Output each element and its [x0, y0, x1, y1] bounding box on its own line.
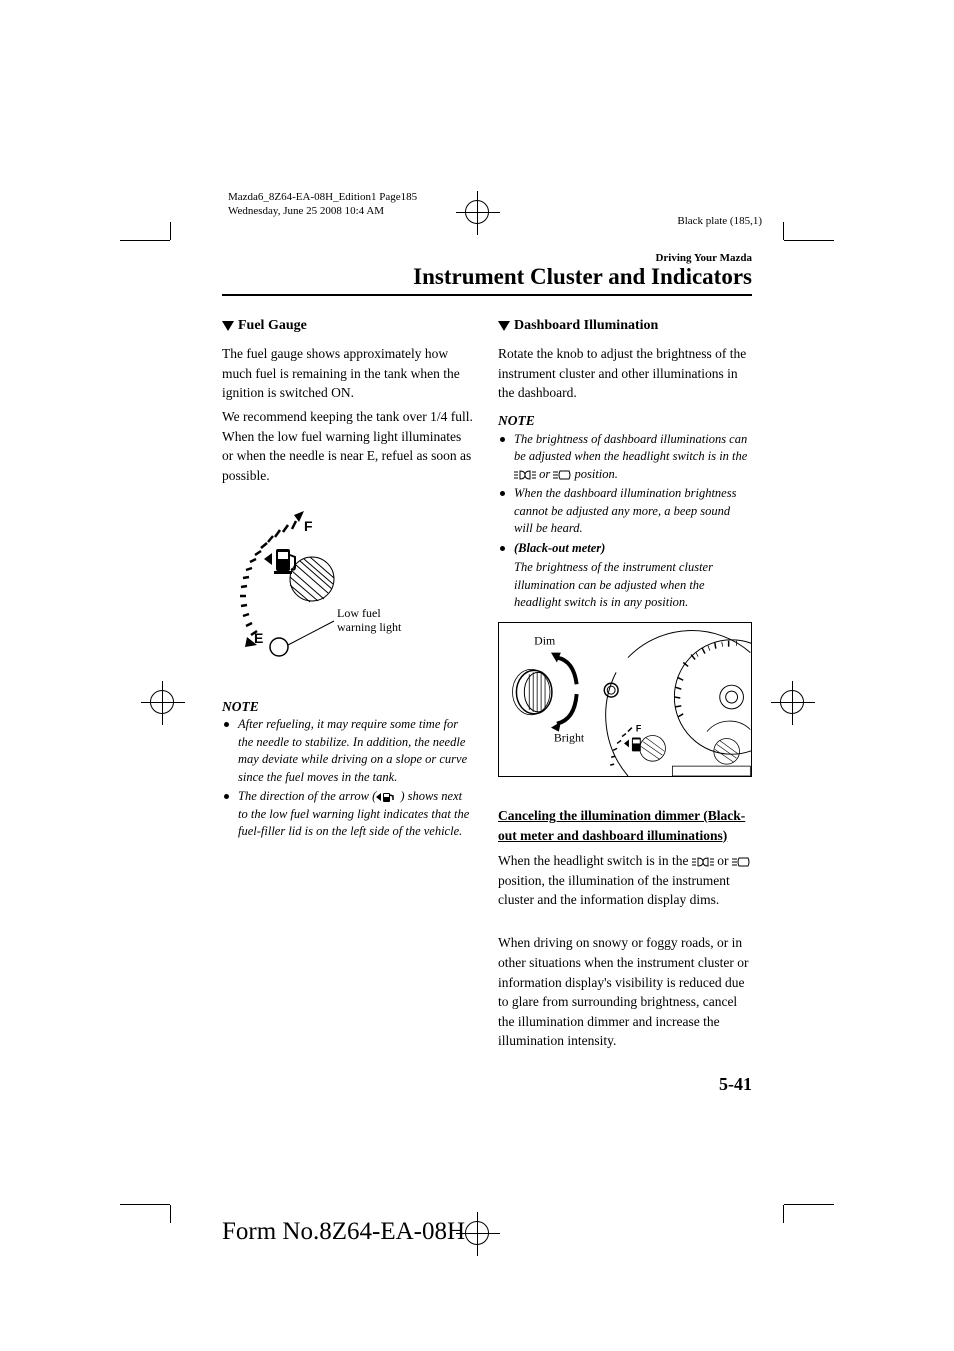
- mini-f-label: F: [636, 723, 642, 733]
- left-column: Fuel Gauge The fuel gauge shows approxim…: [222, 316, 474, 1097]
- crop-mark-bottom: [465, 1221, 489, 1245]
- header-subtitle: Driving Your Mazda: [222, 252, 752, 264]
- parking-light-icon: [514, 470, 536, 480]
- meta-line2: Wednesday, June 25 2008 10:4 AM: [228, 204, 417, 218]
- note-r1-b: or: [536, 467, 553, 481]
- low-fuel-light-icon: [270, 638, 288, 656]
- corner-br: [784, 1155, 834, 1205]
- note-list-left: After refueling, it may require some tim…: [222, 716, 474, 841]
- right-column: Dashboard Illumination Rotate the knob t…: [498, 316, 752, 1097]
- parking-light-icon: [692, 857, 714, 867]
- headlight-icon: [553, 470, 571, 480]
- corner-bl: [120, 1155, 170, 1205]
- note2-text-a: The direction of the arrow (: [238, 789, 376, 803]
- fuel-gauge-title: Fuel Gauge: [238, 318, 307, 333]
- fuel-gauge-heading: Fuel Gauge: [222, 316, 474, 336]
- note-r2: When the dashboard illumination brightne…: [498, 485, 752, 538]
- gauge-f-label: F: [304, 518, 313, 534]
- header-title: Instrument Cluster and Indicators: [222, 264, 752, 290]
- cancel-p1: When the headlight switch is in the or p…: [498, 851, 752, 910]
- fuel-para1: The fuel gauge shows approximately how m…: [222, 344, 474, 403]
- crop-mark-top: [465, 200, 489, 224]
- note-r3: (Black-out meter): [498, 540, 752, 558]
- dim-label: Dim: [534, 633, 556, 647]
- callout-line: [288, 621, 334, 645]
- gauge-arrow-icon: [264, 553, 272, 565]
- note-heading-right: NOTE: [498, 411, 752, 431]
- dashboard-diagram: Dim Bright: [498, 622, 752, 777]
- callout-text2: warning light: [337, 620, 402, 634]
- cancel-dimmer-heading: Canceling the illumination dimmer (Black…: [498, 806, 752, 845]
- fuel-para2: We recommend keeping the tank over 1/4 f…: [222, 407, 474, 485]
- note-item-2: The direction of the arrow () shows next…: [222, 788, 474, 841]
- page-number: 5-41: [498, 1071, 752, 1097]
- dashboard-illum-title: Dashboard Illumination: [514, 318, 658, 333]
- arrow-pump-inline-icon: [376, 791, 400, 803]
- note-r1-c: position.: [571, 467, 618, 481]
- black-plate: Black plate (185,1): [677, 215, 762, 227]
- gauge-e-label: E: [254, 630, 263, 646]
- bright-label: Bright: [554, 730, 585, 744]
- cancel-p1-c: position, the illumination of the instru…: [498, 873, 730, 908]
- print-metadata: Mazda6_8Z64-EA-08H_Edition1 Page185 Wedn…: [228, 190, 417, 219]
- cancel-p2: When driving on snowy or foggy roads, or…: [498, 933, 752, 1050]
- triangle-bullet-icon: [498, 321, 510, 331]
- gauge-f-tick: [294, 511, 304, 522]
- meta-line1: Mazda6_8Z64-EA-08H_Edition1 Page185: [228, 190, 417, 204]
- note-heading-left: NOTE: [222, 697, 474, 717]
- tach-ticks: [674, 640, 728, 716]
- note-r1: The brightness of dashboard illumination…: [498, 431, 752, 484]
- note-item-1: After refueling, it may require some tim…: [222, 716, 474, 786]
- corner-tr: [784, 240, 834, 290]
- corner-tl: [120, 240, 170, 290]
- content-columns: Fuel Gauge The fuel gauge shows approxim…: [222, 316, 752, 1097]
- page-content: Driving Your Mazda Instrument Cluster an…: [222, 252, 752, 1097]
- headlight-icon: [732, 857, 750, 867]
- dashboard-illum-heading: Dashboard Illumination: [498, 316, 752, 336]
- mini-fuel-gauge: F: [610, 723, 665, 766]
- note-r1-a: The brightness of dashboard illumination…: [514, 432, 747, 464]
- note-list-right: The brightness of dashboard illumination…: [498, 431, 752, 558]
- crop-mark-left: [150, 690, 174, 714]
- page-header: Driving Your Mazda Instrument Cluster an…: [222, 252, 752, 296]
- triangle-bullet-icon: [222, 321, 234, 331]
- gauge-ticks: [240, 521, 296, 635]
- dash-para1: Rotate the knob to adjust the brightness…: [498, 344, 752, 403]
- callout-text1: Low fuel: [337, 606, 381, 620]
- form-number: Form No.8Z64-EA-08H: [222, 1218, 465, 1246]
- note-r3-head: (Black-out meter): [514, 541, 605, 555]
- crop-mark-right: [780, 690, 804, 714]
- cancel-p1-a: When the headlight switch is in the: [498, 853, 692, 868]
- fuel-gauge-diagram: F E: [232, 507, 432, 667]
- note-r3-body: The brightness of the instrument cluster…: [498, 559, 752, 612]
- cancel-p1-b: or: [714, 853, 732, 868]
